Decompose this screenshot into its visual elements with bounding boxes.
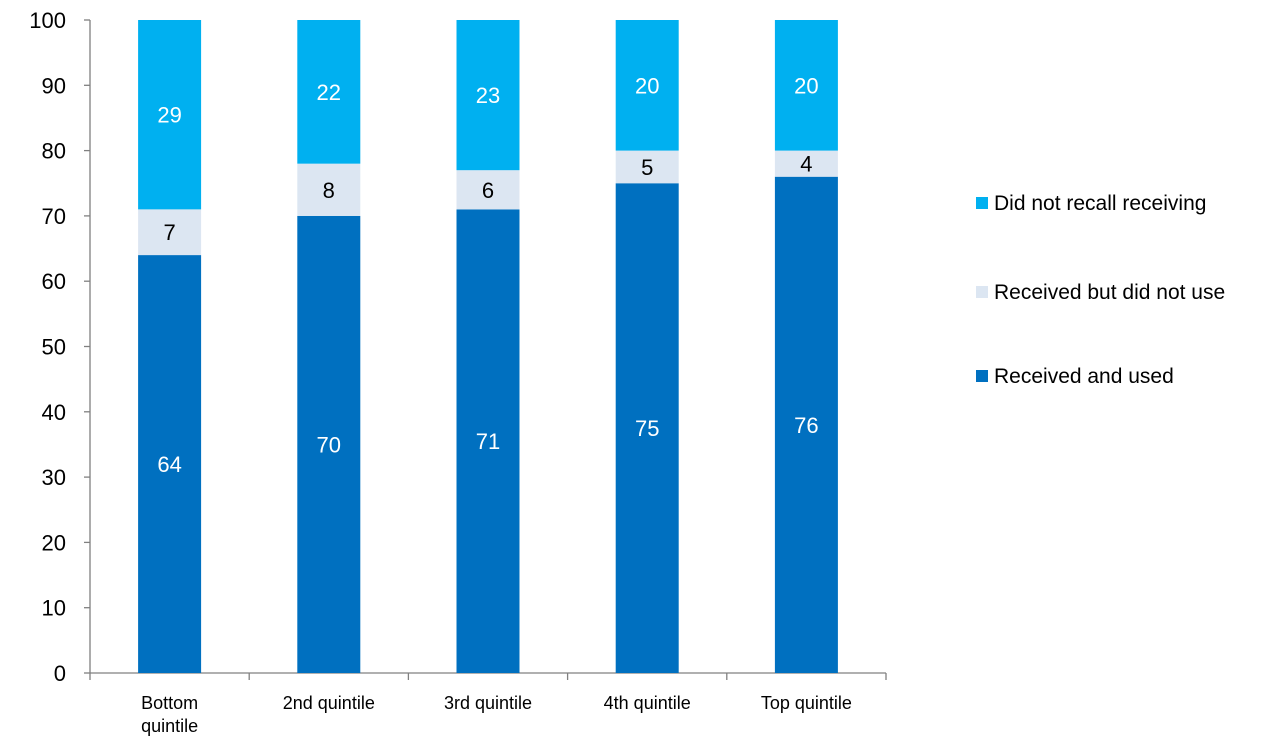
bars — [138, 20, 838, 673]
data-label: 75 — [635, 416, 659, 441]
bar-segment — [456, 209, 520, 673]
bar-segment — [138, 20, 202, 210]
data-label: 76 — [794, 413, 818, 438]
legend-label: Did not recall receiving — [994, 192, 1207, 215]
y-tick-label: 10 — [42, 596, 66, 621]
x-tick-label: Bottom — [141, 693, 198, 713]
bar-segment — [774, 150, 838, 177]
y-tick-label: 30 — [42, 465, 66, 490]
data-label: 29 — [157, 103, 181, 128]
y-tick-label: 20 — [42, 530, 66, 555]
y-axis: 0 10 20 30 40 50 60 70 80 90 100 — [29, 8, 91, 686]
bar-segment — [297, 163, 361, 216]
y-tick-label: 40 — [42, 400, 66, 425]
bar-segment — [615, 150, 679, 184]
data-label: 23 — [476, 83, 500, 108]
x-tick-label: 3rd quintile — [444, 693, 532, 713]
x-tick-label: Top quintile — [761, 693, 852, 713]
y-tick-label: 0 — [54, 661, 66, 686]
legend-label: Received but did not use — [994, 281, 1226, 304]
data-label: 4 — [800, 152, 812, 177]
bar-segment — [138, 255, 202, 673]
x-tick-label: 4th quintile — [604, 693, 691, 713]
data-label: 20 — [794, 73, 818, 98]
legend-swatch — [976, 197, 988, 209]
bar-segment — [456, 170, 520, 210]
legend-item: Received but did not use — [976, 279, 1254, 306]
bar-segment — [615, 183, 679, 673]
bar-segment — [138, 209, 202, 256]
bar-segment — [615, 20, 679, 151]
data-label: 71 — [476, 429, 500, 454]
x-tick-label: 2nd quintile — [283, 693, 375, 713]
data-label: 5 — [641, 155, 653, 180]
x-axis: Bottom quintile 2nd quintile 3rd quintile 4t… — [89, 672, 887, 736]
legend-item: Received and used — [976, 363, 1254, 390]
legend-label: Received and used — [994, 365, 1174, 388]
data-labels: 64 7 29 70 8 22 71 6 23 75 5 20 76 4 20 — [157, 73, 818, 477]
y-tick-label: 100 — [29, 8, 66, 33]
bar-segment — [774, 176, 838, 673]
bar-segment — [297, 20, 361, 164]
data-label: 70 — [317, 432, 341, 457]
bar-segment — [297, 215, 361, 673]
bar-segment — [774, 20, 838, 151]
data-label: 7 — [163, 220, 175, 245]
y-tick-label: 60 — [42, 269, 66, 294]
legend-item: Did not recall receiving — [976, 190, 1254, 217]
data-label: 22 — [317, 80, 341, 105]
x-tick-label: quintile — [141, 716, 198, 736]
legend-swatch — [976, 286, 988, 298]
data-label: 8 — [323, 178, 335, 203]
y-tick-label: 50 — [42, 335, 66, 360]
bar-segment — [456, 20, 520, 171]
data-label: 6 — [482, 178, 494, 203]
y-tick-label: 80 — [42, 139, 66, 164]
y-tick-label: 70 — [42, 204, 66, 229]
legend-swatch — [976, 370, 988, 382]
y-tick-label: 90 — [42, 73, 66, 98]
data-label: 64 — [157, 452, 181, 477]
data-label: 20 — [635, 73, 659, 98]
